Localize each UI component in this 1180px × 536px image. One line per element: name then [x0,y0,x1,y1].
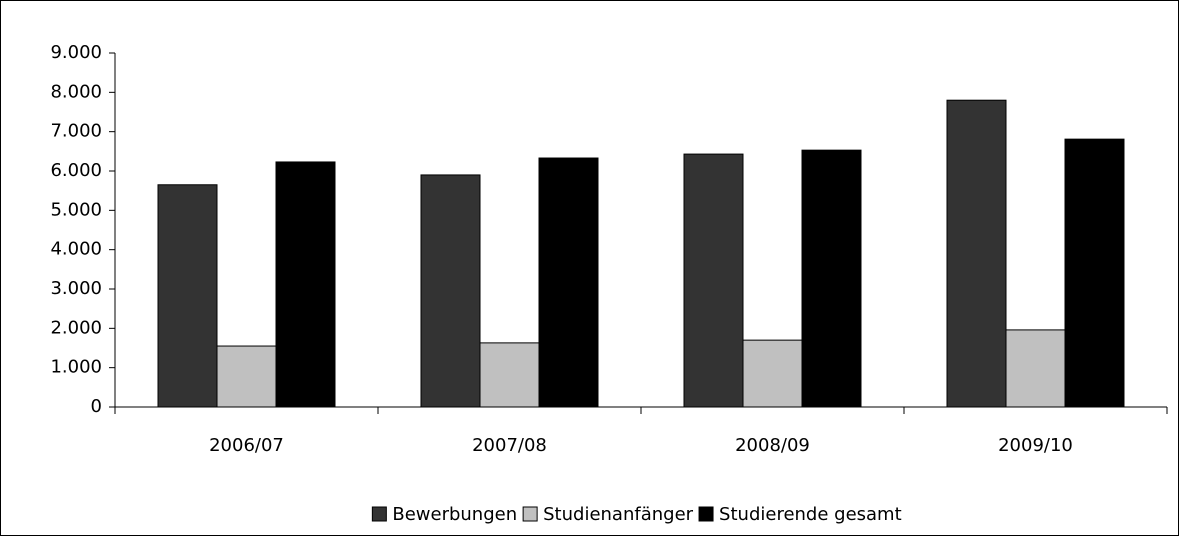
x-tick-label: 2008/09 [735,435,810,456]
y-tick-label: 9.000 [50,42,102,63]
y-tick-label: 5.000 [50,199,102,220]
bar [275,161,336,408]
legend-swatch [698,506,714,522]
bar [157,184,218,408]
bar [216,345,277,408]
legend-label: Studierende gesamt [719,504,902,525]
legend-label: Bewerbungen [392,504,517,525]
bar [946,99,1007,408]
legend-label: Studienanfänger [543,504,694,525]
bar [742,339,803,408]
x-tick-label: 2009/10 [998,435,1073,456]
y-tick-label: 6.000 [50,160,102,181]
bar [479,342,540,408]
y-tick-label: 0 [91,396,102,417]
x-tick-label: 2007/08 [472,435,547,456]
y-tick-label: 1.000 [50,357,102,378]
legend-swatch [371,506,387,522]
legend-swatch [522,506,538,522]
bar [420,174,481,408]
bar [1064,138,1125,408]
y-tick-label: 7.000 [50,121,102,142]
y-tick-label: 8.000 [50,81,102,102]
y-tick-label: 4.000 [50,239,102,260]
bar [801,149,862,408]
y-tick-label: 2.000 [50,317,102,338]
x-tick-label: 2006/07 [209,435,284,456]
bar [1005,329,1066,408]
bar [538,157,599,408]
y-tick-label: 3.000 [50,278,102,299]
bar [683,153,744,408]
